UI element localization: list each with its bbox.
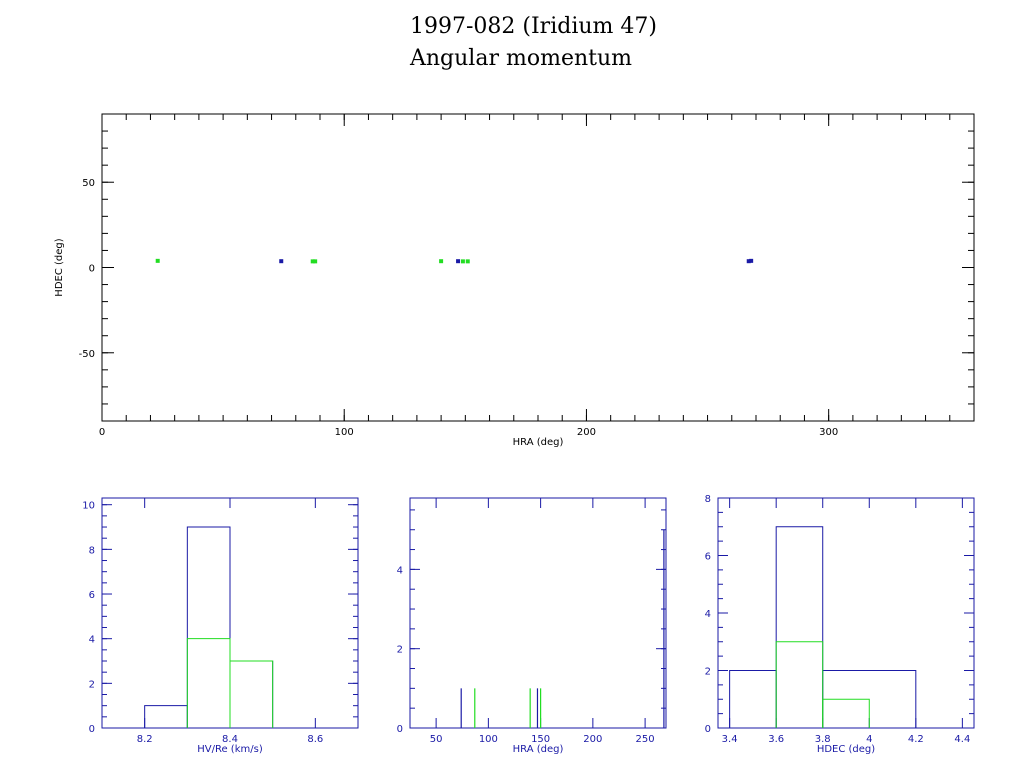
panel4-x-axis-label: HDEC (deg): [817, 744, 875, 755]
panel1-blue-point: [749, 258, 754, 263]
panel3-x-tick-label: 250: [636, 734, 655, 745]
panel1-y-tick-label: 50: [82, 178, 95, 189]
panel4-frame: [717, 497, 975, 729]
chart-title: 1997-082 (Iridium 47): [410, 14, 657, 39]
panel1-green-point: [310, 259, 315, 264]
panel1-frame: [101, 113, 975, 422]
panel4-green-histogram-bar: [822, 698, 870, 728]
panel2-blue-histogram-bar: [229, 660, 274, 728]
panel4-y-tick-label: 6: [705, 552, 711, 563]
panel3-y-tick-label: 0: [397, 724, 403, 735]
panel2-x-tick-label: 8.6: [307, 734, 323, 745]
panel3-x-tick-label: 200: [583, 734, 602, 745]
panel2-y-tick-label: 4: [89, 635, 95, 646]
panel1-y-tick-label: -50: [79, 349, 95, 360]
panel2-y-tick-label: 6: [89, 590, 95, 601]
panel2-y-tick-label: 10: [82, 501, 95, 512]
chart-title-block: 1997-082 (Iridium 47) Angular momentum: [0, 0, 1024, 90]
panel2-x-tick-label: 8.4: [222, 734, 238, 745]
panel2-y-tick-label: 2: [89, 679, 95, 690]
panel4-x-tick-label: 4: [866, 734, 872, 745]
panel1-x-tick-label: 200: [577, 427, 596, 438]
panel4-green-histogram-bar: [775, 641, 824, 728]
panel2-green-histogram-bar: [186, 638, 231, 728]
panel2-y-tick-label: 0: [89, 724, 95, 735]
panel4-y-tick-label: 0: [705, 724, 711, 735]
panel2-blue-histogram-bar: [186, 526, 231, 728]
panel1-y-tick-label: 0: [89, 264, 95, 275]
panel2-x-tick-label: 8.2: [137, 734, 153, 745]
panel4-x-tick-label: 3.4: [722, 734, 738, 745]
panel3-y-tick-label: 2: [397, 645, 403, 656]
panel1-green-point: [465, 259, 470, 264]
chart-subtitle: Angular momentum: [410, 46, 632, 71]
panel4-y-tick-label: 8: [705, 494, 711, 505]
panel1-blue-point: [746, 259, 751, 264]
panel4-blue-histogram-bar: [775, 526, 824, 728]
panel4-y-tick-label: 2: [705, 667, 711, 678]
panel1-x-axis-label: HRA (deg): [513, 437, 564, 448]
panel4-x-tick-label: 4.4: [954, 734, 970, 745]
panel3-x-tick-label: 100: [479, 734, 498, 745]
panel2-y-tick-label: 8: [89, 545, 95, 556]
panel4-x-tick-label: 4.2: [908, 734, 924, 745]
panel2-x-axis-label: HV/Re (km/s): [197, 744, 263, 755]
panel4-x-tick-label: 3.6: [768, 734, 784, 745]
panel3-x-tick-label: 150: [531, 734, 550, 745]
panel3-x-axis-label: HRA (deg): [513, 744, 564, 755]
panel2-blue-histogram-bar: [144, 705, 188, 728]
panel4-x-tick-label: 3.8: [815, 734, 831, 745]
panel1-x-tick-label: 0: [99, 427, 105, 438]
panel1-green-point: [439, 259, 444, 264]
panel3-y-tick-label: 4: [397, 565, 403, 576]
panel4-y-tick-label: 4: [705, 609, 711, 620]
panel1-green-point: [155, 258, 160, 263]
panel1-x-tick-label: 100: [335, 427, 354, 438]
panel1-green-point: [460, 259, 465, 264]
panel2-green-histogram-bar: [229, 660, 274, 728]
panel1-blue-point: [456, 259, 461, 264]
panel1-x-tick-label: 300: [819, 427, 838, 438]
panel3-x-tick-label: 50: [430, 734, 443, 745]
panel1-blue-point: [279, 259, 284, 264]
panel1-green-point: [313, 259, 318, 264]
panel1-y-axis-label: HDEC (deg): [54, 238, 65, 296]
panel4-blue-histogram-bar: [729, 670, 777, 728]
